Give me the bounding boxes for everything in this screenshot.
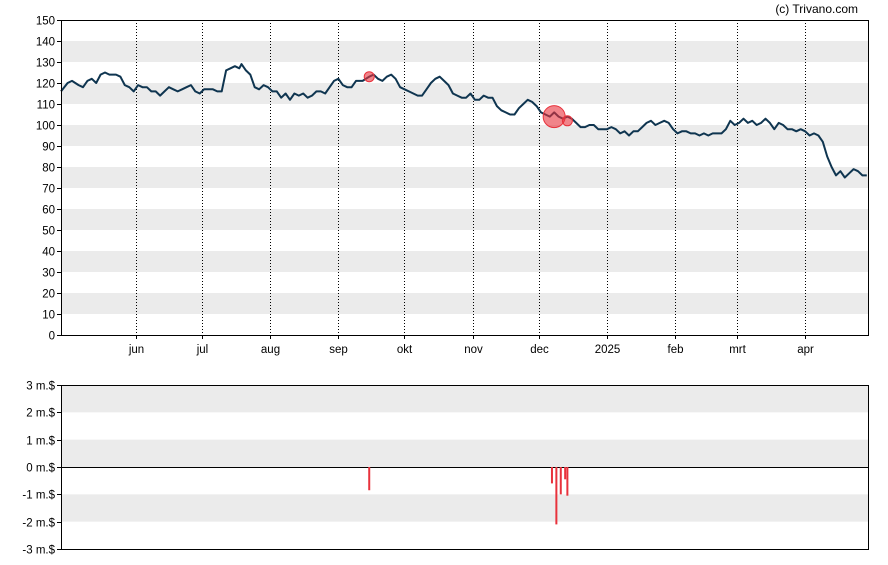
y-tick-label: 40	[42, 247, 55, 259]
y-tick-label: 30	[42, 268, 55, 280]
y-tick-label: -3 m.$	[22, 545, 55, 557]
x-tick-label: aug	[261, 344, 280, 356]
transaction-bar	[566, 467, 569, 496]
transaction-bar	[368, 467, 371, 491]
transaction-bar	[559, 467, 562, 495]
y-tick-label: 130	[36, 58, 55, 70]
grid-band	[61, 167, 869, 188]
x-tick-label: jul	[196, 344, 209, 356]
credit-label: (c) Trivano.com	[775, 2, 858, 16]
y-tick-label: 20	[42, 289, 55, 301]
transaction-bar	[555, 467, 558, 525]
y-tick-label: 2 m.$	[26, 408, 55, 420]
y-tick-label: 0 m.$	[26, 463, 55, 475]
grid-band	[61, 83, 869, 104]
x-tick-label: okt	[397, 344, 413, 356]
y-tick-label: -1 m.$	[22, 490, 55, 502]
grid-band	[61, 251, 869, 272]
x-tick-label: nov	[464, 344, 483, 356]
transaction-bar	[564, 467, 567, 480]
y-tick-label: 120	[36, 79, 55, 91]
grid-band	[61, 41, 869, 62]
grid-band	[61, 293, 869, 314]
transaction-marker	[363, 71, 375, 83]
y-tick-label: 10	[42, 310, 55, 322]
y-tick-label: 50	[42, 226, 55, 238]
x-tick-label: mrt	[729, 344, 746, 356]
y-tick-label: 70	[42, 184, 55, 196]
grid-band	[61, 385, 869, 413]
x-tick-label: 2025	[595, 344, 621, 356]
y-tick-label: -2 m.$	[22, 518, 55, 530]
y-tick-label: 100	[36, 121, 55, 133]
transaction-frame	[61, 385, 869, 550]
x-tick-label: sep	[329, 344, 348, 356]
transaction-marker	[542, 105, 566, 129]
y-tick-label: 0	[49, 331, 55, 343]
price-panel: 0 10 20 30 40 50 60 70 80 90 100 110 120 130 140 150 ju…	[36, 16, 869, 356]
grid-band	[61, 125, 869, 146]
transaction-marker	[561, 115, 573, 127]
x-tick-label: feb	[668, 344, 684, 356]
price-line	[60, 63, 867, 179]
transaction-panel: 3 m.$ 2 m.$ 1 m.$ 0 m.$ -1 m.$ -2 m.$ -3 m.$	[22, 381, 869, 557]
grid-band	[61, 494, 869, 522]
x-tick-label: dec	[530, 344, 549, 356]
price-frame	[61, 20, 869, 336]
x-tick-label: apr	[797, 344, 814, 356]
y-tick-label: 90	[42, 142, 55, 154]
grid-band	[61, 209, 869, 230]
y-tick-label: 60	[42, 205, 55, 217]
y-tick-label: 140	[36, 37, 55, 49]
transaction-bar	[550, 467, 553, 484]
y-tick-label: 1 m.$	[26, 436, 55, 448]
grid-band	[61, 439, 869, 467]
x-tick-label: jun	[128, 344, 144, 356]
y-tick-label: 150	[36, 16, 55, 28]
y-tick-label: 80	[42, 163, 55, 175]
y-tick-label: 3 m.$	[26, 381, 55, 393]
y-tick-label: 110	[37, 100, 55, 112]
